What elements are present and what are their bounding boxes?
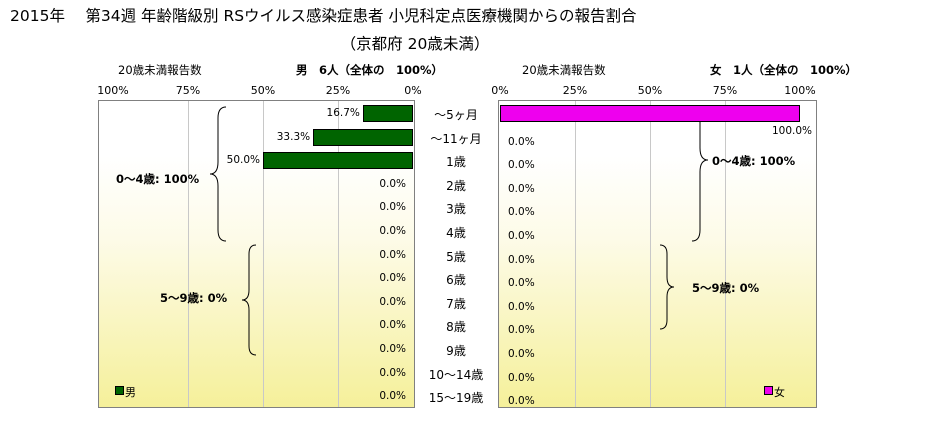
female-data-label: 0.0% <box>508 277 535 290</box>
male-bar <box>313 128 413 146</box>
female-gridline <box>725 101 726 407</box>
male-group-5-9-label: 5～9歳: 0% <box>160 291 228 305</box>
female-data-label: 0.0% <box>508 253 535 266</box>
male-data-label: 0.0% <box>379 366 406 379</box>
male-data-label: 0.0% <box>379 343 406 355</box>
male-data-label: 50.0% <box>226 154 260 167</box>
male-bar <box>362 105 413 122</box>
female-brace-0-4 <box>691 106 709 242</box>
male-data-label: 33.3% <box>276 130 311 143</box>
female-count-label: 20歳未満報告数 <box>522 63 606 77</box>
male-group-0-4-label: 0～4歳: 100% <box>116 172 200 186</box>
age-category-label: ～11ヶ月 <box>430 131 482 146</box>
male-data-label: 0.0% <box>379 201 406 214</box>
female-brace-5-9 <box>659 244 675 330</box>
female-axis-tick: 25% <box>562 84 588 97</box>
male-axis-tick: 25% <box>325 84 351 97</box>
female-gridline <box>575 101 576 407</box>
age-category-label: 8歳 <box>446 320 466 335</box>
female-total-label: 女 1人（全体の 100%） <box>710 63 858 77</box>
male-brace-0-4 <box>209 106 227 242</box>
male-legend-swatch <box>115 386 124 395</box>
male-legend-label: 男 <box>125 386 136 399</box>
age-category-label: 3歳 <box>446 202 466 217</box>
female-axis-tick: 75% <box>712 84 738 97</box>
male-axis-tick: 75% <box>175 84 201 97</box>
age-category-label: 10～14歳 <box>428 367 484 382</box>
female-data-label: 0.0% <box>508 135 535 148</box>
female-data-label: 0.0% <box>508 182 535 195</box>
male-total-label: 男 6人（全体の 100%） <box>296 63 444 77</box>
female-data-label: 0.0% <box>508 206 535 219</box>
male-legend: 男 <box>115 384 136 400</box>
male-data-label: 0.0% <box>379 295 406 308</box>
age-category-label: 1歳 <box>446 155 466 170</box>
age-category-label: 5歳 <box>446 249 466 264</box>
male-brace-5-9 <box>241 244 257 356</box>
female-data-label: 0.0% <box>508 371 535 384</box>
male-axis-tick: 100% <box>97 84 129 97</box>
female-group-5-9-label: 5～9歳: 0% <box>692 281 760 295</box>
male-data-label: 0.0% <box>379 390 406 403</box>
age-category-label: 15～19歳 <box>428 391 484 406</box>
male-plot-area <box>98 100 415 408</box>
male-data-label: 16.7% <box>326 107 360 119</box>
female-legend-label: 女 <box>774 386 785 399</box>
age-category-label: 9歳 <box>446 344 466 358</box>
female-data-label: 0.0% <box>508 159 535 172</box>
age-category-label: 2歳 <box>446 178 466 193</box>
male-gridline <box>263 101 264 407</box>
age-category-label: 6歳 <box>446 273 466 288</box>
female-legend: 女 <box>764 384 785 400</box>
chart-title: 2015年 第34週 年齢階級別 RSウイルス感染症患者 小児科定点医療機関から… <box>10 7 637 25</box>
age-category-label: ～5ヶ月 <box>434 108 478 122</box>
female-data-label: 100.0% <box>772 125 813 137</box>
female-axis-tick: 50% <box>637 84 663 97</box>
female-data-label: 0.0% <box>508 324 535 337</box>
female-legend-swatch <box>764 386 773 395</box>
female-data-label: 0.0% <box>508 348 535 360</box>
male-gridline <box>338 101 339 407</box>
male-bar <box>263 152 413 170</box>
female-data-label: 0.0% <box>508 300 535 313</box>
male-data-label: 0.0% <box>379 248 406 261</box>
age-category-label: 4歳 <box>446 226 466 240</box>
male-data-label: 0.0% <box>379 319 406 332</box>
male-data-label: 0.0% <box>379 272 406 285</box>
female-axis-tick: 0% <box>491 84 509 97</box>
female-data-label: 0.0% <box>508 395 535 408</box>
female-data-label: 0.0% <box>508 230 535 242</box>
male-axis-tick: 50% <box>250 84 276 97</box>
male-gridline <box>188 101 189 407</box>
male-count-label: 20歳未満報告数 <box>118 63 202 77</box>
female-group-0-4-label: 0～4歳: 100% <box>712 154 796 168</box>
female-gridline <box>650 101 651 407</box>
age-category-label: 7歳 <box>446 296 466 311</box>
chart-subtitle: （京都府 20歳未満） <box>340 35 490 53</box>
male-axis-tick: 0% <box>404 84 422 97</box>
female-bar <box>500 105 800 122</box>
female-plot-area <box>498 100 817 408</box>
female-axis-tick: 100% <box>784 84 816 97</box>
male-data-label: 0.0% <box>379 177 406 190</box>
male-data-label: 0.0% <box>379 225 406 237</box>
